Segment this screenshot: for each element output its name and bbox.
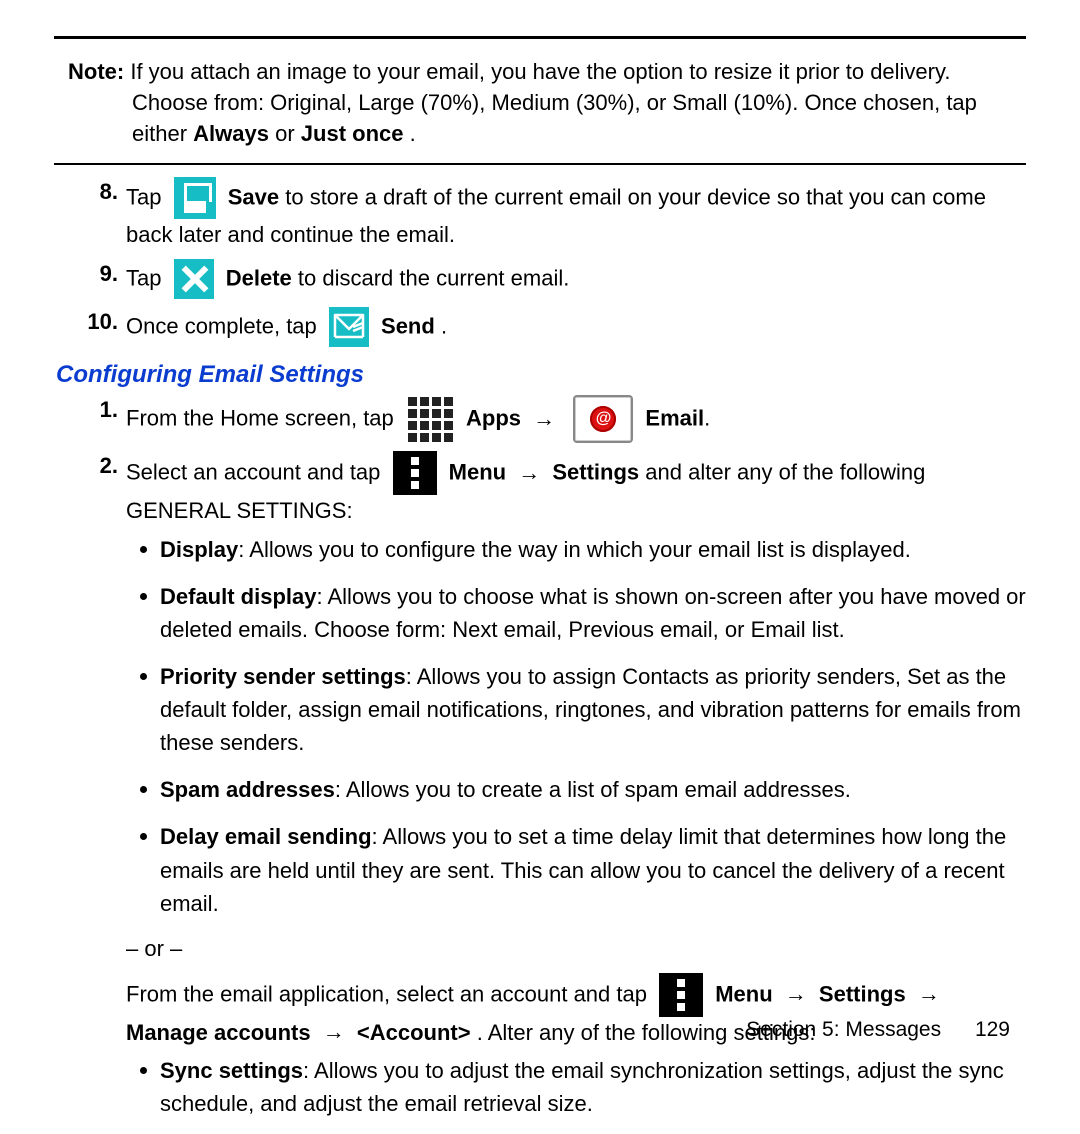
delete-icon xyxy=(174,259,214,299)
menu-icon xyxy=(393,451,437,495)
manual-page: Note: If you attach an image to your ema… xyxy=(0,0,1080,1080)
section-label: Section 5: Messages xyxy=(746,1018,941,1041)
email-icon: @ xyxy=(573,395,633,443)
config-step-1: 1. From the Home screen, tap Apps → @ Em… xyxy=(54,395,1026,443)
page-footer: Section 5: Messages 129 xyxy=(746,1018,1010,1042)
page-number: 129 xyxy=(975,1018,1010,1041)
general-settings-list: Display: Allows you to configure the way… xyxy=(126,533,1026,920)
note-label: Note: xyxy=(68,59,124,84)
setting-sync: Sync settings: Allows you to adjust the … xyxy=(160,1054,1026,1120)
or-separator: – or – xyxy=(126,934,1026,965)
step-9: 9. Tap Delete to discard the current ema… xyxy=(54,259,1026,299)
menu-icon xyxy=(659,973,703,1017)
mid-rule xyxy=(54,163,1026,165)
save-icon xyxy=(174,177,216,219)
step-8: 8. Tap Save to store a draft of the curr… xyxy=(54,177,1026,251)
top-rule xyxy=(54,36,1026,39)
setting-spam-addresses: Spam addresses: Allows you to create a l… xyxy=(160,773,1026,806)
note-justonce: Just once xyxy=(301,121,404,146)
section-heading: Configuring Email Settings xyxy=(56,361,1026,389)
setting-display: Display: Allows you to configure the way… xyxy=(160,533,1026,566)
send-icon xyxy=(329,307,369,347)
setting-delay-sending: Delay email sending: Allows you to set a… xyxy=(160,820,1026,919)
note-always: Always xyxy=(193,121,269,146)
steps-list-continued: 8. Tap Save to store a draft of the curr… xyxy=(54,177,1026,347)
step-10: 10. Once complete, tap Send . xyxy=(54,307,1026,347)
setting-priority-sender: Priority sender settings: Allows you to … xyxy=(160,660,1026,759)
note-block: Note: If you attach an image to your ema… xyxy=(68,57,1026,149)
apps-icon xyxy=(406,395,454,443)
setting-default-display: Default display: Allows you to choose wh… xyxy=(160,580,1026,646)
account-settings-list: Sync settings: Allows you to adjust the … xyxy=(126,1054,1026,1120)
